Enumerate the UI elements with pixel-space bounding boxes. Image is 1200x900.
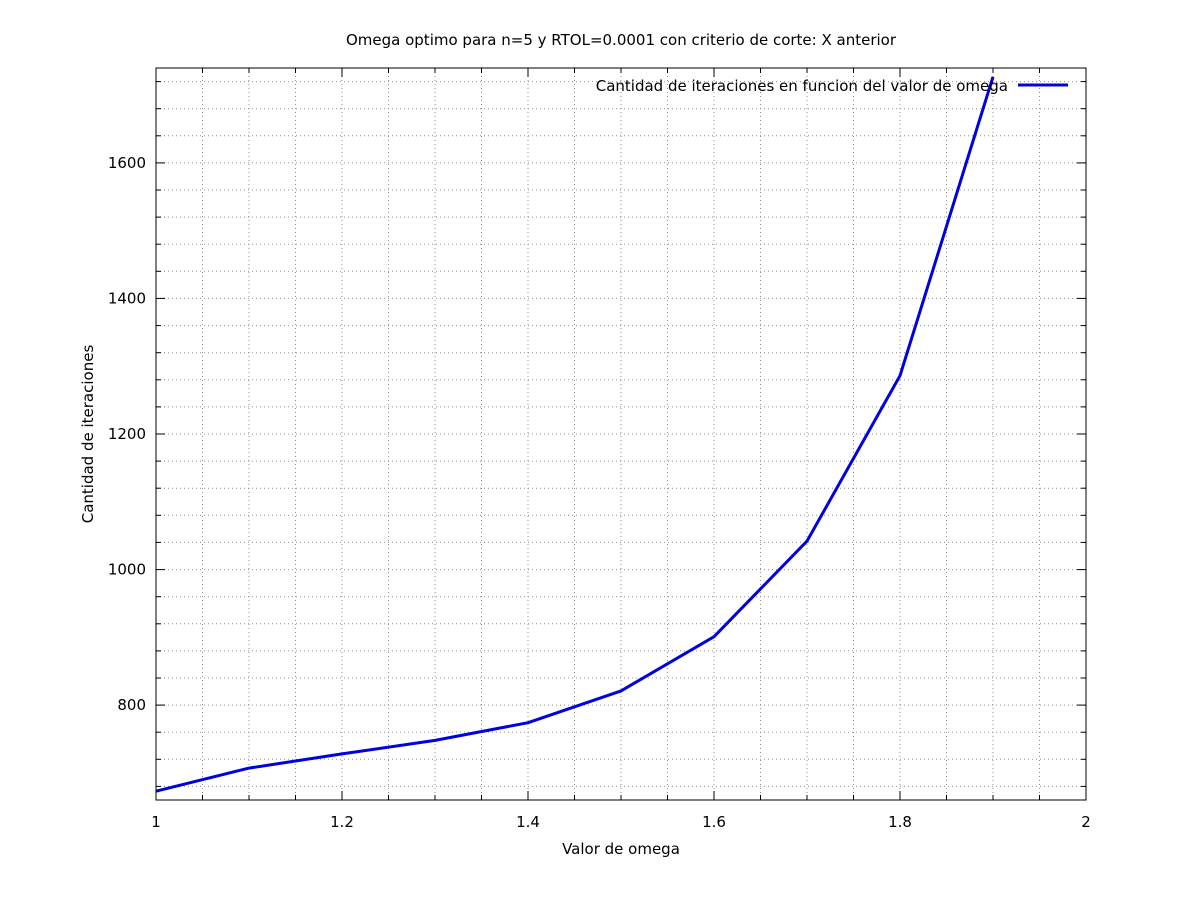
x-tick-label: 1 bbox=[151, 813, 161, 831]
chart-title: Omega optimo para n=5 y RTOL=0.0001 con … bbox=[346, 31, 897, 49]
y-tick-label: 1000 bbox=[108, 561, 146, 579]
x-tick-label: 1.8 bbox=[888, 813, 912, 831]
series-layer bbox=[155, 76, 995, 793]
tick-labels: 1 1.2 1.4 1.6 1.8 2 800 1000 1200 1400 1600 bbox=[108, 154, 1091, 831]
y-tick-label: 1400 bbox=[108, 289, 146, 307]
y-tick-label: 1200 bbox=[108, 425, 146, 443]
legend: Cantidad de iteraciones en funcion del v… bbox=[596, 77, 1068, 95]
x-tick-label: 2 bbox=[1081, 813, 1091, 831]
grid bbox=[156, 68, 1086, 800]
y-axis-label: Cantidad de iteraciones bbox=[79, 345, 97, 524]
x-tick-label: 1.4 bbox=[516, 813, 540, 831]
y-tick-label: 800 bbox=[117, 696, 146, 714]
legend-label: Cantidad de iteraciones en funcion del v… bbox=[596, 77, 1008, 95]
y-tick-label: 1600 bbox=[108, 154, 146, 172]
series-line bbox=[155, 76, 995, 793]
axis-ticks bbox=[156, 68, 1086, 800]
x-axis-label: Valor de omega bbox=[562, 840, 680, 858]
x-tick-label: 1.6 bbox=[702, 813, 726, 831]
x-tick-label: 1.2 bbox=[330, 813, 354, 831]
